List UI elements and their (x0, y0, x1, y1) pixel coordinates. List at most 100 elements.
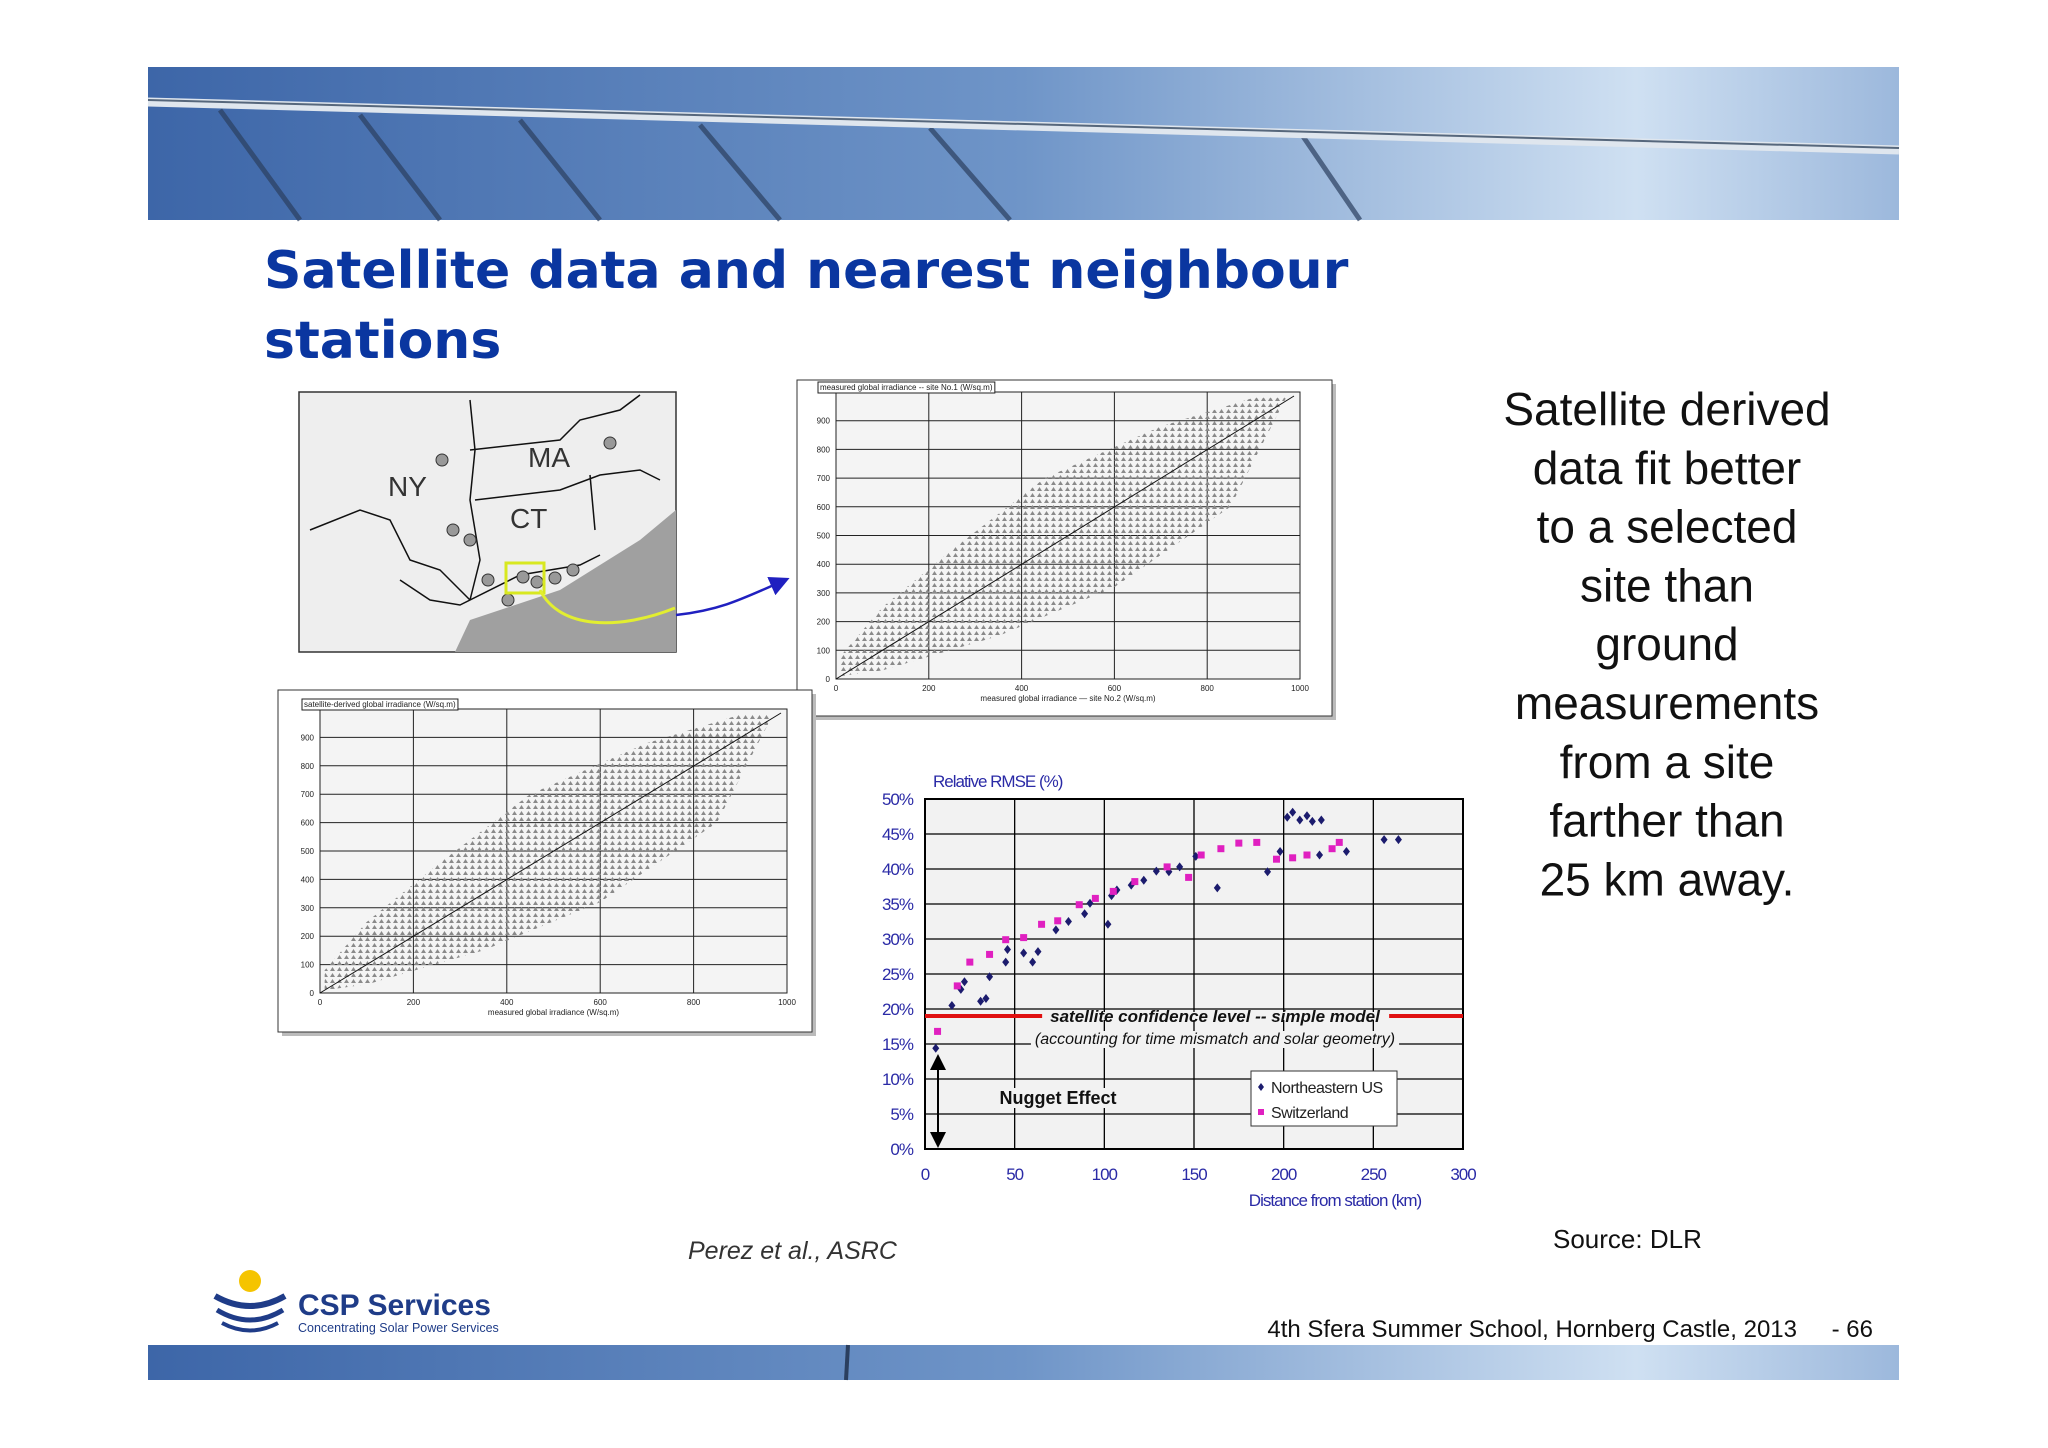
point (960, 977, 968, 987)
side-text-line: Satellite derived (1503, 383, 1830, 435)
scatter-plot: 0 200 400 600 800 1000 0 100 200 300 400 500 600 700 8… (796, 379, 1336, 720)
side-text-line: measurements (1515, 677, 1819, 729)
point (1131, 878, 1139, 886)
source: Source: DLR (1553, 1224, 1702, 1254)
logo: CSP Services Concentrating Solar Power S… (213, 1270, 499, 1335)
plot-border (924, 798, 1464, 1150)
logo-tagline: Concentrating Solar Power Services (298, 1321, 499, 1335)
x-tick-label: 250 (1361, 1165, 1387, 1184)
point (1176, 862, 1184, 872)
y-label-box (817, 381, 996, 394)
point (1091, 894, 1099, 902)
y-tick-label: 400 (301, 875, 315, 884)
side-text-line: to a selected (1537, 501, 1798, 553)
map: NY MA CT (298, 391, 677, 653)
x-tick-label: 400 (1015, 684, 1029, 693)
point (1163, 863, 1171, 871)
banner-top (147, 67, 1900, 222)
point (1283, 812, 1291, 822)
x-tick-label: 1000 (778, 998, 796, 1007)
title-line: Satellite data and nearest neighbour (264, 241, 1349, 301)
x-axis-label: measured global irradiance — site No.2 (… (980, 694, 1156, 703)
title-line: stations (264, 311, 501, 371)
point (934, 1027, 942, 1035)
point (1054, 917, 1062, 925)
point (1109, 887, 1117, 895)
x-tick-label: 800 (1201, 684, 1215, 693)
point (932, 1043, 940, 1053)
point (1303, 811, 1311, 821)
point (986, 950, 994, 958)
point (966, 958, 974, 966)
point (1038, 920, 1046, 928)
x-tick-label: 400 (500, 998, 514, 1007)
reference-label: satellite confidence level -- simple mod… (1050, 1007, 1381, 1026)
point (1342, 847, 1350, 856)
point (1052, 925, 1060, 935)
map-label: CT (510, 503, 547, 534)
point-cloud (840, 397, 1287, 677)
reference-note: (accounting for time mismatch and solar … (1035, 1031, 1395, 1048)
y-tick-label: 600 (817, 503, 831, 512)
point (1328, 845, 1336, 853)
point (977, 996, 985, 1006)
point (1289, 807, 1297, 817)
map-label: MA (528, 442, 570, 473)
point (1394, 835, 1402, 845)
point (1029, 957, 1037, 967)
diagonal (319, 712, 782, 994)
side-text-line: from a site (1560, 736, 1775, 788)
point (1289, 854, 1297, 862)
x-tick-label: 200 (922, 684, 936, 693)
x-tick-label: 150 (1181, 1165, 1207, 1184)
point (1003, 945, 1011, 954)
legend-box (1250, 1070, 1398, 1127)
logo-name: CSP Services (298, 1289, 491, 1322)
point (986, 972, 994, 982)
legend-label: Northeastern US (1271, 1080, 1383, 1097)
point (1020, 934, 1028, 942)
x-tick-label: 200 (407, 998, 421, 1007)
point (1081, 909, 1089, 919)
point (1104, 919, 1112, 929)
x-tick-label: 0 (318, 998, 323, 1007)
side-text-line: ground (1595, 618, 1738, 670)
y-tick-label: 900 (301, 733, 315, 742)
y-tick-label: 700 (301, 790, 315, 799)
y-tick-label: 300 (301, 904, 315, 913)
point (1185, 873, 1193, 881)
y-tick-label: 40% (882, 860, 914, 879)
point (982, 994, 990, 1003)
y-tick-label: 35% (882, 895, 914, 914)
y-tick-label: 200 (301, 932, 315, 941)
point (1303, 851, 1311, 859)
citation: Perez et al., ASRC (688, 1237, 898, 1265)
x-axis-label: measured global irradiance (W/sq.m) (488, 1008, 619, 1017)
y-tick-label: 5% (890, 1105, 913, 1124)
annotation-bg (995, 1088, 1121, 1108)
side-text: Satellite derived data fit better to a sel… (1503, 383, 1830, 905)
y-tick-label: 300 (817, 589, 831, 598)
x-tick-label: 600 (594, 998, 608, 1007)
point (1217, 845, 1225, 853)
x-tick-label: 100 (1092, 1165, 1118, 1184)
point (953, 982, 961, 990)
legend-label: Switzerland (1271, 1105, 1348, 1122)
y-tick-label: 0 (826, 675, 831, 684)
y-tick-label: 0% (890, 1140, 913, 1159)
banner-bottom (148, 1344, 1899, 1381)
y-tick-label: 100 (817, 646, 831, 655)
y-axis-label: measured global irradiance -- site No.1 … (820, 383, 993, 392)
point (1317, 815, 1325, 825)
y-tick-label: 100 (301, 961, 315, 970)
point (1152, 866, 1160, 876)
x-tick-label: 600 (1108, 684, 1122, 693)
y-tick-label: 200 (817, 618, 831, 627)
reference-label-bg (1042, 1012, 1390, 1020)
y-tick-label: 500 (301, 847, 315, 856)
y-tick-label: 30% (882, 930, 914, 949)
point (1272, 855, 1280, 863)
y-tick-label: 0 (310, 989, 315, 998)
point (1308, 816, 1316, 826)
